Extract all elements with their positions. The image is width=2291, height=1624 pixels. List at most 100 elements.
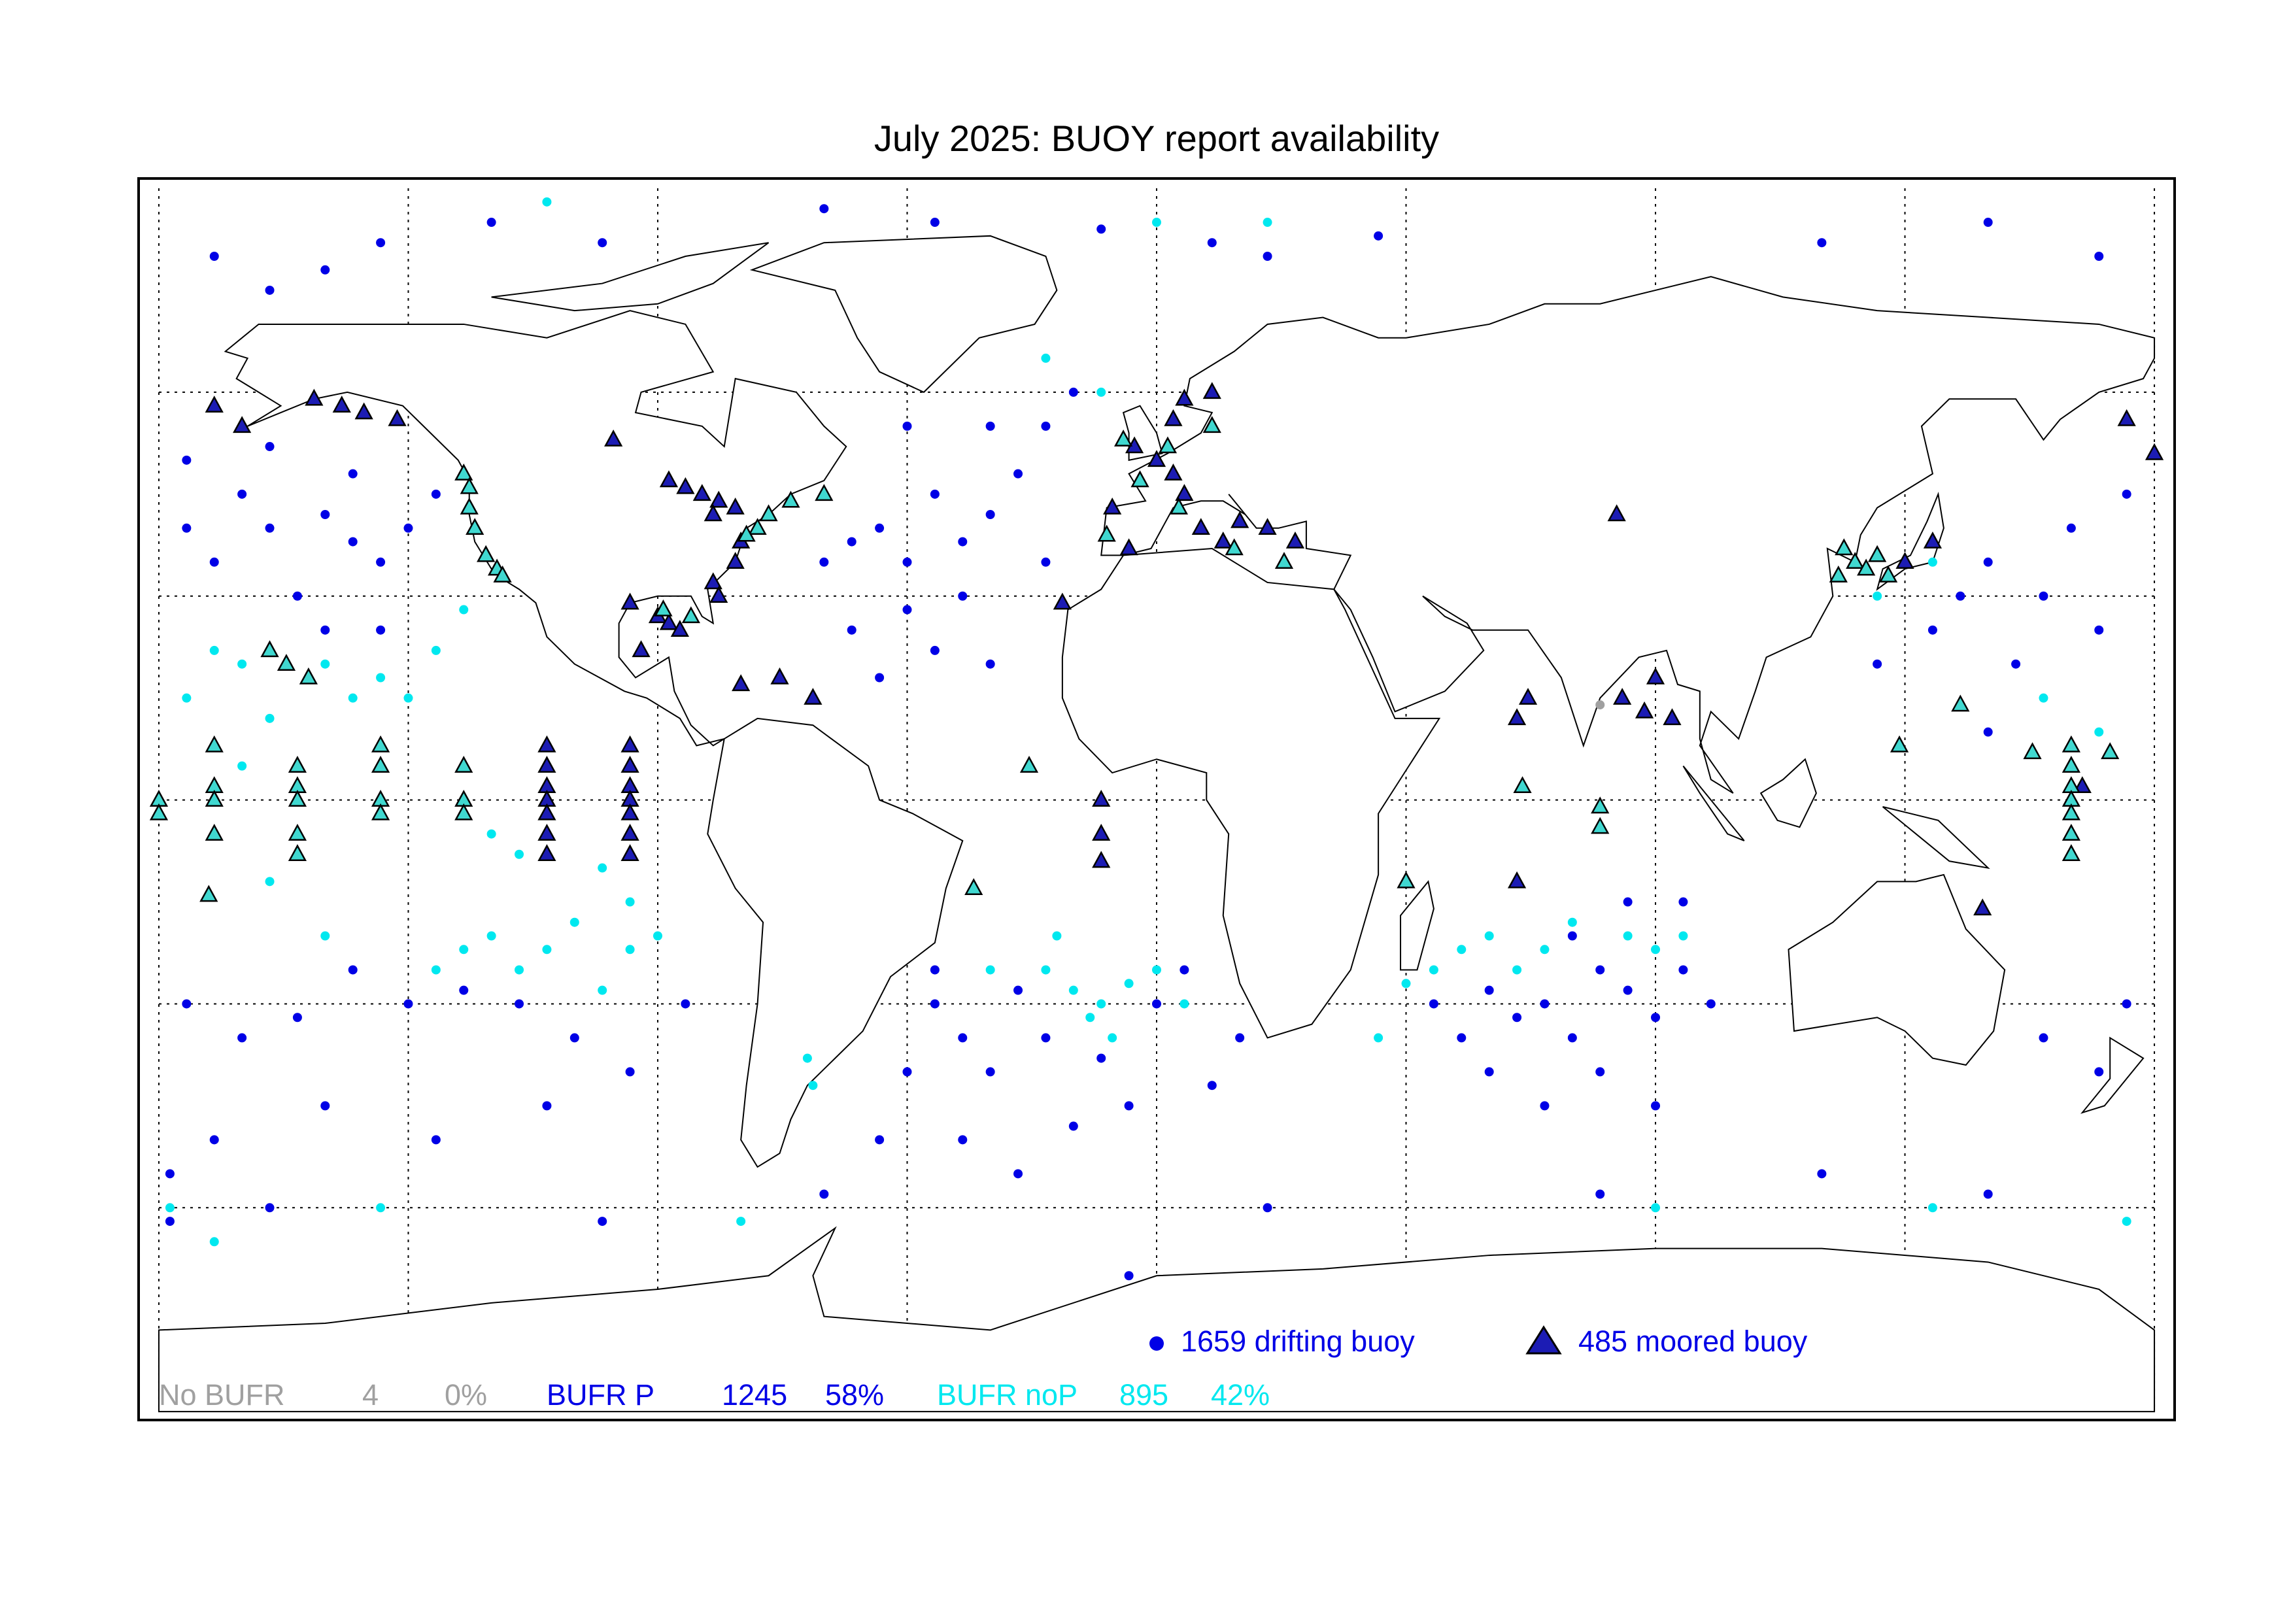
moored-buoy: [2062, 823, 2080, 841]
drifting-buoy: [431, 645, 441, 655]
moored-buoy: [759, 504, 778, 522]
moored-buoy: [1607, 504, 1626, 522]
drifting-buoy: [2039, 1033, 2048, 1043]
moored-buoy: [1923, 531, 1943, 549]
drifting-buoy: [930, 218, 940, 228]
moored-buoy: [681, 606, 700, 624]
eurasia: [1101, 277, 2154, 793]
moored-buoy: [233, 416, 252, 433]
moored-buoy: [537, 735, 556, 753]
moored-buoy: [964, 878, 983, 895]
moored-buoy: [704, 504, 722, 522]
drifting-buoy: [542, 1101, 552, 1111]
drifting-buoy: [1108, 1033, 1117, 1043]
drifting-buoy: [930, 999, 940, 1009]
buoy-markers: [149, 197, 2164, 1281]
moored-buoy: [1895, 552, 1914, 569]
moored-buoy: [704, 572, 722, 590]
drifting-buoy: [819, 204, 829, 214]
drifting-buoy: [1817, 238, 1827, 248]
drifting-buoy: [1052, 931, 1062, 941]
moored-buoy: [2062, 844, 2080, 862]
drifting-buoy: [320, 931, 330, 941]
moored-buoy: [205, 396, 224, 413]
drifting-buoy: [569, 1033, 579, 1043]
moored-buoy: [1092, 789, 1111, 807]
drifting-buoy: [376, 238, 386, 248]
drifting-buoy: [847, 537, 857, 547]
drifting-buoy: [403, 523, 413, 533]
drifting-buoy: [459, 985, 469, 995]
drifting-buoy: [1429, 965, 1438, 975]
drifting-buoy: [653, 931, 662, 941]
moored-buoy: [205, 789, 224, 807]
moored-buoy: [1646, 667, 1665, 685]
drifting-buoy: [165, 1217, 175, 1226]
drifting-buoy: [1595, 1067, 1605, 1077]
status-percent: 0%: [445, 1378, 487, 1412]
drifting-buoy: [1678, 931, 1688, 941]
moored-buoy: [477, 545, 496, 562]
moored-buoy: [1191, 518, 1210, 535]
moored-buoy: [620, 756, 639, 773]
moored-buoy: [1175, 388, 1194, 406]
status-count: 1245: [722, 1378, 787, 1412]
drifting-buoy: [209, 645, 219, 655]
drifting-buoy: [598, 985, 607, 995]
drifting-buoy: [348, 469, 358, 479]
moored-buoy: [670, 620, 689, 637]
moored-buoy: [2101, 742, 2120, 760]
drifting-buoy: [1983, 218, 1993, 228]
moored-buoy: [1158, 436, 1178, 454]
moored-buoy: [537, 756, 556, 773]
drifting-buoy: [2122, 489, 2131, 499]
moored-buoy: [2062, 735, 2080, 753]
drifting-buoy: [1651, 1203, 1661, 1213]
map-frame: [137, 177, 2176, 1421]
drifting-buoy: [1152, 999, 1161, 1009]
drifting-buoy: [1623, 897, 1633, 907]
drifting-buoy: [985, 965, 995, 975]
moored-buoy: [466, 518, 484, 535]
drifting-buoy: [165, 1203, 175, 1213]
drifting-buoy: [265, 1203, 275, 1213]
moored-buoy: [1591, 796, 1610, 814]
drifting-buoy: [1207, 238, 1217, 248]
drifting-buoy: [1263, 218, 1272, 228]
drifting-buoy: [985, 421, 995, 431]
drifting-buoy: [1678, 965, 1688, 975]
moored-buoy: [1114, 430, 1133, 447]
drifting-buoy: [1124, 979, 1134, 989]
drifting-buoy: [2039, 591, 2048, 601]
drifting-buoy: [1484, 931, 1494, 941]
moored-buoy: [354, 402, 373, 420]
japan: [1877, 494, 1944, 590]
south-america: [707, 719, 962, 1167]
drifting-buoy: [1457, 945, 1467, 955]
drifting-buoy: [1374, 231, 1383, 241]
moored-buoy: [732, 674, 751, 692]
status-count: 895: [1119, 1378, 1168, 1412]
moored-buoy: [654, 599, 673, 617]
moored-buoy: [1857, 558, 1876, 576]
antarctica: [159, 1228, 2154, 1412]
drifting-buoy: [459, 605, 469, 615]
drifting-buoy: [348, 693, 358, 703]
map-title: July 2025: BUOY report availability: [874, 118, 1439, 159]
north-america: [226, 311, 847, 745]
drifting-buoy: [736, 1217, 746, 1226]
moored-buoy: [205, 823, 224, 841]
drifting-buoy: [1595, 700, 1605, 710]
moored-buoy: [1119, 538, 1138, 556]
moored-buoy: [1663, 708, 1682, 726]
drifting-buoy: [265, 713, 275, 723]
moored-buoy: [632, 640, 651, 658]
drifting-buoy: [320, 659, 330, 669]
drifting-buoy: [847, 625, 857, 635]
drifting-buoy: [819, 1189, 829, 1199]
drifting-buoy: [1567, 931, 1577, 941]
moored-buoy: [1507, 871, 1527, 888]
moored-buoy: [1835, 538, 1854, 556]
drifting-buoy: [209, 1237, 219, 1247]
moored-buoy: [1230, 511, 1249, 528]
